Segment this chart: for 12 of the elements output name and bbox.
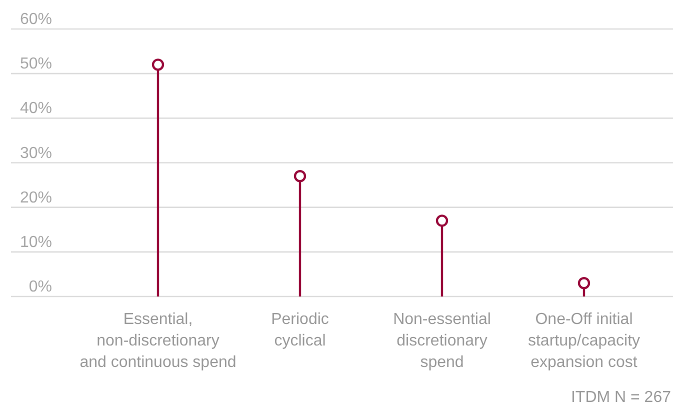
y-tick-label: 20% — [20, 189, 52, 206]
text: ITDM N = 267 — [570, 389, 672, 406]
x-tick-label: Non-essential discretionary spend — [393, 311, 491, 371]
x-tick-label: One-Off initial startup/capacity expansion cost — [528, 311, 640, 371]
y-tick-label: 50% — [20, 56, 52, 73]
y-tick-label: 40% — [20, 100, 52, 118]
y-tick-label: 30% — [20, 144, 52, 162]
y-tick-label: 10% — [20, 234, 52, 251]
y-tick-label: 0% — [28, 278, 52, 296]
x-tick-label: Essential, non-discretionary and continuous spend — [80, 311, 236, 371]
x-tick-label: Periodic cyclical — [271, 311, 329, 350]
y-tick-label: 60% — [20, 11, 52, 28]
